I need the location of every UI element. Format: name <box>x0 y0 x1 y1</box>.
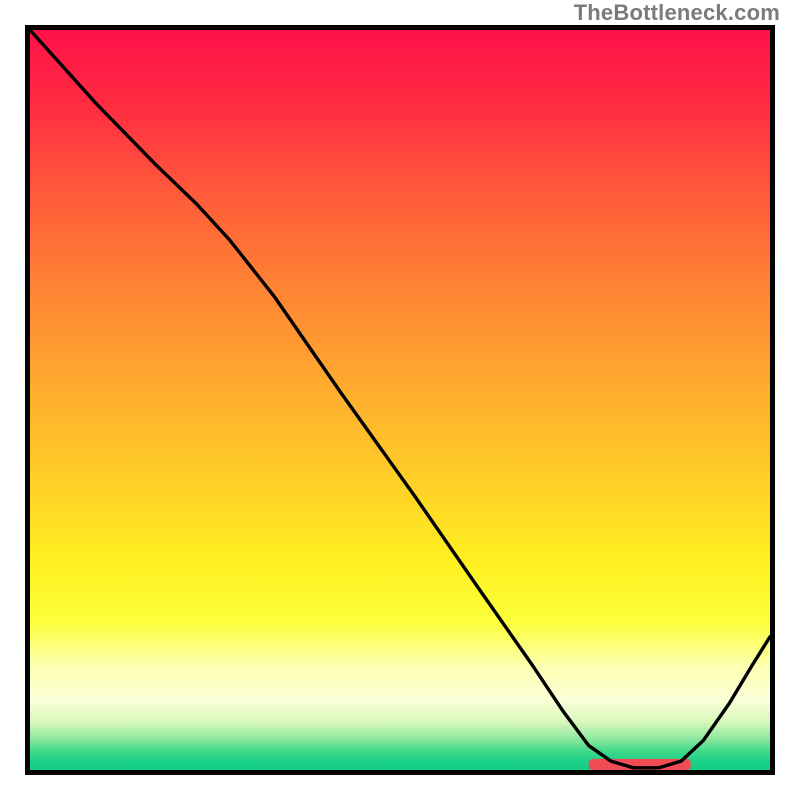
gradient-background <box>30 30 770 770</box>
watermark-text: TheBottleneck.com <box>574 0 780 26</box>
chart-container: TheBottleneck.com <box>0 0 800 800</box>
plot-area <box>25 25 775 775</box>
plot-svg <box>30 30 770 770</box>
